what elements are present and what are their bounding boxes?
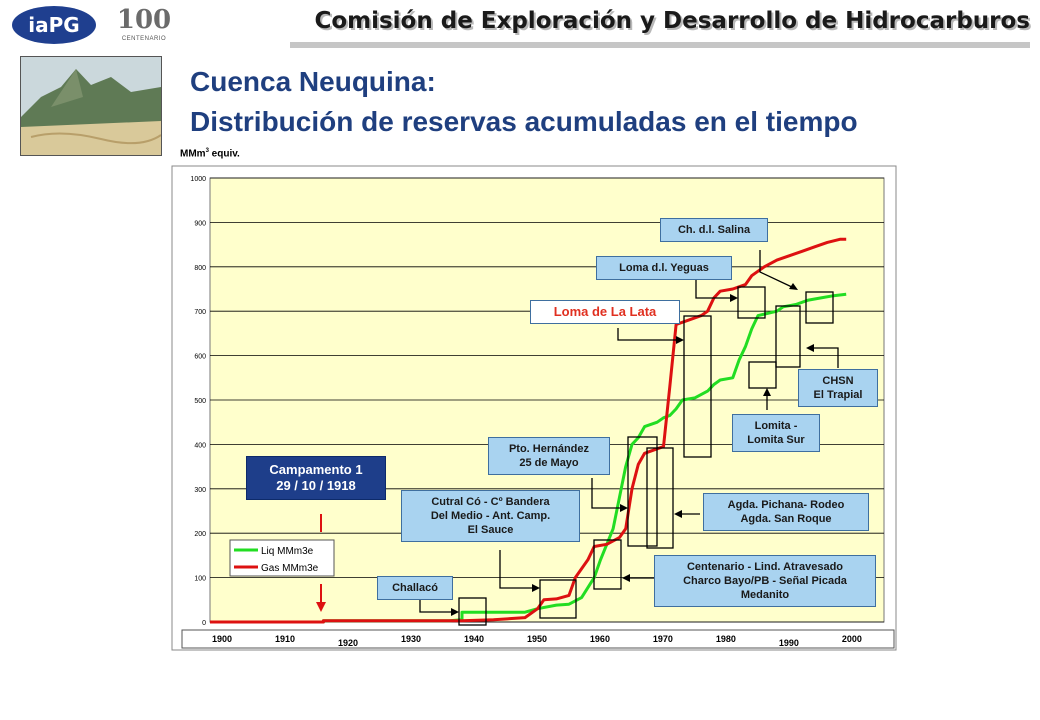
highlight-chsn (805, 291, 834, 324)
slide-title-line2: Distribución de reservas acumuladas en e… (190, 106, 858, 137)
centenario-mark: 100 (116, 5, 172, 35)
annotation-loma-de-la-lata: Loma de La Lata (530, 300, 680, 324)
iapg-logo: iaPG (12, 6, 96, 44)
highlight-cutral-co (539, 579, 577, 619)
unit-rest: equiv. (208, 148, 240, 160)
arrowhead-loma-yeguas (730, 294, 738, 302)
arrowhead-pichana (674, 510, 682, 518)
legend-label-liq: Liq MMm3e (261, 546, 314, 557)
highlight-centenario (593, 539, 622, 590)
arrowhead-ch-salina (789, 283, 798, 290)
highlight-loma-yeguas (737, 286, 766, 319)
arrow-loma-yeguas (695, 280, 734, 299)
annotation-campamento: Campamento 1 29 / 10 / 1918 (246, 456, 386, 500)
y-tick-label: 0 (202, 620, 206, 627)
annotation-pichana: Agda. Pichana- Rodeo Agda. San Roque (703, 493, 869, 531)
highlight-challaco (458, 597, 487, 626)
arrow-cutral-co (499, 550, 537, 589)
unit-superscript: 3 (205, 148, 209, 154)
arrowhead-lomita (763, 388, 771, 396)
highlight-pichana (646, 447, 674, 549)
highlight-loma-de-la-lata (683, 315, 712, 458)
x-tick-label: 1910 (275, 634, 295, 644)
legend: Liq MMm3e Gas MMm3e (229, 539, 335, 577)
arrowhead-chsn (806, 344, 814, 352)
arrow-chsn (810, 347, 839, 368)
legend-label-gas: Gas MMm3e (261, 563, 319, 574)
arrow-pto-hernandez (591, 478, 624, 509)
legend-box (229, 539, 335, 577)
arrowhead-cutral-co (532, 584, 540, 592)
y-tick-label: 600 (194, 354, 206, 361)
y-tick-label: 700 (194, 309, 206, 316)
x-tick-label: 1920 (338, 638, 358, 648)
y-tick-label: 1000 (190, 176, 206, 183)
x-tick-label: 1970 (653, 634, 673, 644)
arrowhead-centenario (622, 574, 630, 582)
highlight-boxes (458, 286, 834, 626)
y-tick-label: 200 (194, 531, 206, 538)
y-ticks: 0 100 200 300 400 500 600 700 800 900 1000 (190, 176, 206, 627)
x-tick-label: 1940 (464, 634, 484, 644)
x-ticks: 1900 1910 1920 1930 1940 1950 1960 1970 1980 1990… (212, 634, 862, 648)
arrowhead-challaco (451, 608, 459, 616)
annotation-challaco: Challacó (377, 576, 453, 600)
centenario-logo: 100 CENTENARIO (112, 6, 176, 48)
y-tick-label: 400 (194, 442, 206, 449)
landscape-painting (20, 56, 162, 156)
highlight-lomita (748, 361, 777, 389)
x-tick-label: 1950 (527, 634, 547, 644)
arrowhead-loma-de-la-lata (676, 336, 684, 344)
arrowheads (451, 283, 814, 616)
y-tick-label: 500 (194, 398, 206, 405)
annotation-chsn: CHSN El Trapial (798, 369, 878, 407)
annotation-centenario: Centenario - Lind. Atravesado Charco Bay… (654, 555, 876, 607)
arrow-challaco (419, 598, 455, 613)
highlight-ch-salina (775, 305, 801, 368)
campamento-marker (316, 514, 326, 612)
centenario-label: CENTENARIO (121, 36, 167, 42)
y-tick-label: 300 (194, 487, 206, 494)
x-tick-label: 1960 (590, 634, 610, 644)
annotation-arrows (419, 250, 839, 613)
annotation-pto-hernandez: Pto. Hernández 25 de Mayo (488, 437, 610, 475)
arrowhead-pto-hernandez (620, 504, 628, 512)
annotation-cutral-co: Cutral Có - Cº Bandera Del Medio - Ant. … (401, 490, 580, 542)
unit-base: MMm (180, 148, 206, 160)
header-title: Comisión de Exploración y Desarrollo de … (314, 8, 1030, 34)
series-line-liq (210, 292, 847, 624)
annotation-loma-yeguas: Loma d.l. Yeguas (596, 256, 732, 280)
header-divider (290, 42, 1030, 48)
y-tick-label: 900 (194, 220, 206, 227)
x-tick-label: 1980 (716, 634, 736, 644)
x-tick-label: 1990 (779, 638, 799, 648)
y-axis-unit-label: MMm3 equiv. (180, 148, 240, 159)
x-tick-label: 1930 (401, 634, 421, 644)
y-tick-label: 800 (194, 265, 206, 272)
annotation-ch-salina: Ch. d.l. Salina (660, 218, 768, 242)
y-tick-label: 100 (194, 576, 206, 583)
highlight-pto-hernandez (627, 436, 658, 547)
x-tick-label: 2000 (842, 634, 862, 644)
x-label-strip (181, 629, 895, 649)
campamento-arrowhead (316, 602, 326, 612)
arrow-ch-salina (759, 250, 795, 289)
annotation-lomita: Lomita - Lomita Sur (732, 414, 820, 452)
x-tick-label: 1900 (212, 634, 232, 644)
arrow-loma-de-la-lata (617, 328, 680, 341)
slide-title-line1: Cuenca Neuquina: (190, 66, 436, 97)
